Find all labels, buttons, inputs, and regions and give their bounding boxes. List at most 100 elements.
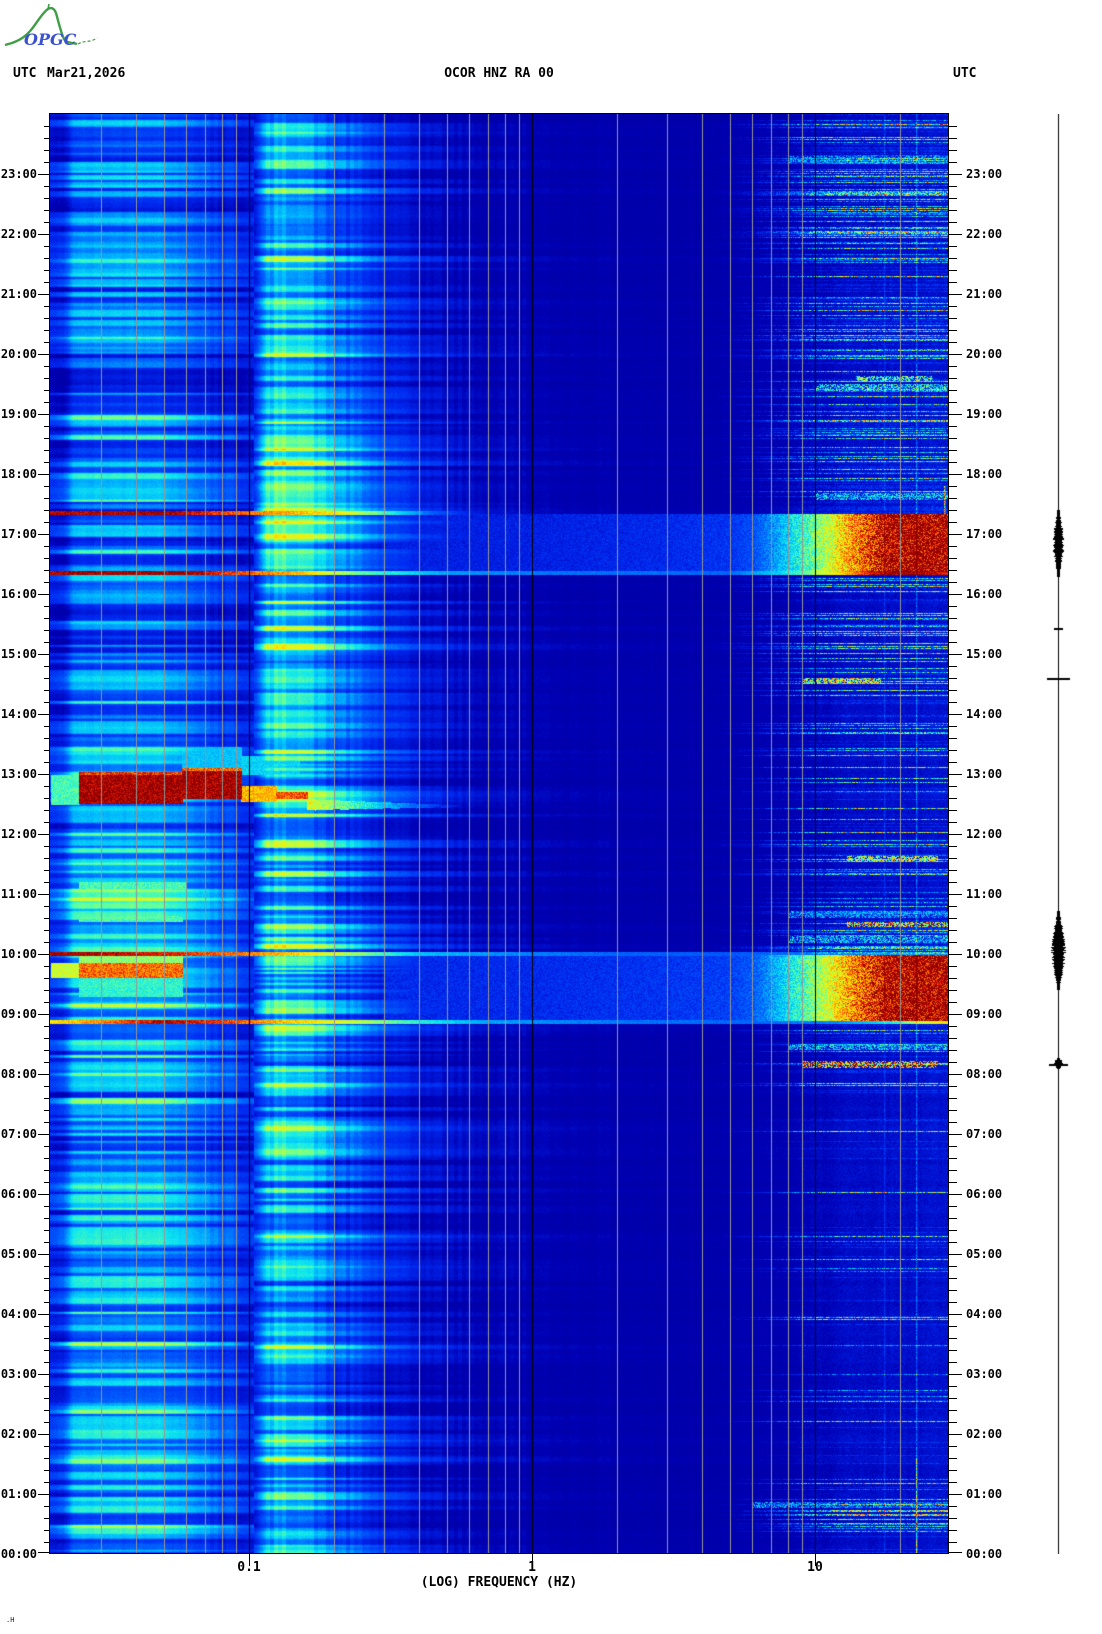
minor-tick-left	[44, 1218, 50, 1219]
minor-tick-left	[44, 1278, 50, 1279]
minor-tick-left	[44, 606, 50, 607]
minor-tick-right	[949, 1146, 957, 1147]
minor-tick-left	[44, 1002, 50, 1003]
logo-peak-tick	[47, 4, 50, 10]
minor-tick-right	[949, 318, 957, 319]
hour-tick-right	[949, 414, 962, 415]
minor-tick-left	[44, 1290, 50, 1291]
seismic-amplitude-trace	[1044, 114, 1074, 1554]
minor-tick-left	[44, 1230, 50, 1231]
hour-tick-right	[949, 1254, 962, 1255]
hour-tick-left	[38, 174, 50, 175]
time-label-left: 10:00	[0, 947, 37, 961]
freq-tick	[815, 1554, 816, 1566]
minor-tick-right	[949, 990, 957, 991]
minor-tick-right	[949, 606, 957, 607]
minor-tick-right	[949, 162, 957, 163]
minor-tick-right	[949, 642, 957, 643]
minor-tick-right	[949, 1422, 957, 1423]
hour-tick-right	[949, 1014, 962, 1015]
minor-tick-right	[949, 930, 957, 931]
minor-tick-right	[949, 1230, 957, 1231]
minor-tick-left	[44, 786, 50, 787]
minor-tick-left	[44, 198, 50, 199]
minor-tick-right	[949, 1158, 957, 1159]
minor-tick-right	[949, 546, 957, 547]
minor-tick-left	[44, 462, 50, 463]
minor-tick-left	[44, 978, 50, 979]
hour-tick-right	[949, 774, 962, 775]
minor-tick-left	[44, 246, 50, 247]
hour-tick-right	[949, 1552, 962, 1553]
minor-tick-left	[44, 390, 50, 391]
minor-tick-left	[44, 738, 50, 739]
minor-tick-right	[949, 558, 957, 559]
hour-tick-right	[949, 474, 962, 475]
hour-tick-right	[949, 1494, 962, 1495]
freq-tick	[532, 1554, 533, 1566]
freq-tick-label: 10	[807, 1560, 823, 1575]
minor-tick-left	[44, 882, 50, 883]
time-label-right: 09:00	[966, 1007, 1003, 1021]
minor-tick-left	[44, 510, 50, 511]
hour-tick-right	[949, 534, 962, 535]
hour-tick-right	[949, 1374, 962, 1375]
freq-tick-label: 1	[528, 1560, 536, 1575]
minor-tick-left	[44, 1146, 50, 1147]
minor-tick-right	[949, 1326, 957, 1327]
minor-tick-right	[949, 1350, 957, 1351]
minor-tick-right	[949, 1386, 957, 1387]
minor-tick-left	[44, 498, 50, 499]
hour-tick-left	[38, 414, 50, 415]
time-label-left: 11:00	[0, 887, 37, 901]
time-label-right: 06:00	[966, 1187, 1003, 1201]
minor-tick-right	[949, 390, 957, 391]
hour-tick-left	[38, 1194, 50, 1195]
minor-tick-left	[44, 810, 50, 811]
hour-tick-left	[38, 1014, 50, 1015]
minor-tick-left	[44, 138, 50, 139]
logo-dashed-tail	[77, 37, 98, 45]
minor-tick-right	[949, 330, 957, 331]
minor-tick-right	[949, 222, 957, 223]
header-utc-left: UTC	[13, 66, 37, 81]
minor-tick-right	[949, 966, 957, 967]
hour-tick-left	[38, 294, 50, 295]
time-label-left: 23:00	[0, 167, 37, 181]
minor-tick-right	[949, 270, 957, 271]
minor-tick-left	[44, 342, 50, 343]
time-label-left: 12:00	[0, 827, 37, 841]
minor-tick-left	[44, 762, 50, 763]
hour-tick-left	[38, 1552, 50, 1553]
minor-tick-right	[949, 1278, 957, 1279]
minor-tick-right	[949, 570, 957, 571]
minor-tick-left	[44, 582, 50, 583]
minor-tick-left	[44, 726, 50, 727]
time-label-right: 14:00	[966, 707, 1003, 721]
time-label-left: 01:00	[0, 1487, 37, 1501]
minor-tick-right	[949, 462, 957, 463]
corner-mark: .H	[6, 1616, 15, 1624]
x-axis-label: (LOG) FREQUENCY (HZ)	[420, 1575, 578, 1590]
minor-tick-right	[949, 306, 957, 307]
hour-tick-left	[38, 714, 50, 715]
minor-tick-right	[949, 882, 957, 883]
minor-tick-left	[44, 162, 50, 163]
minor-tick-right	[949, 1050, 957, 1051]
minor-tick-left	[44, 702, 50, 703]
time-label-left: 02:00	[0, 1427, 37, 1441]
time-label-left: 20:00	[0, 347, 37, 361]
time-label-left: 00:00	[0, 1547, 37, 1561]
minor-tick-left	[44, 450, 50, 451]
minor-tick-right	[949, 342, 957, 343]
minor-tick-left	[44, 846, 50, 847]
minor-tick-left	[44, 1062, 50, 1063]
time-label-right: 04:00	[966, 1307, 1003, 1321]
minor-tick-right	[949, 858, 957, 859]
hour-tick-left	[38, 594, 50, 595]
time-label-left: 07:00	[0, 1127, 37, 1141]
minor-tick-right	[949, 510, 957, 511]
minor-tick-left	[44, 1410, 50, 1411]
freq-tick	[249, 1554, 250, 1566]
minor-tick-right	[949, 630, 957, 631]
